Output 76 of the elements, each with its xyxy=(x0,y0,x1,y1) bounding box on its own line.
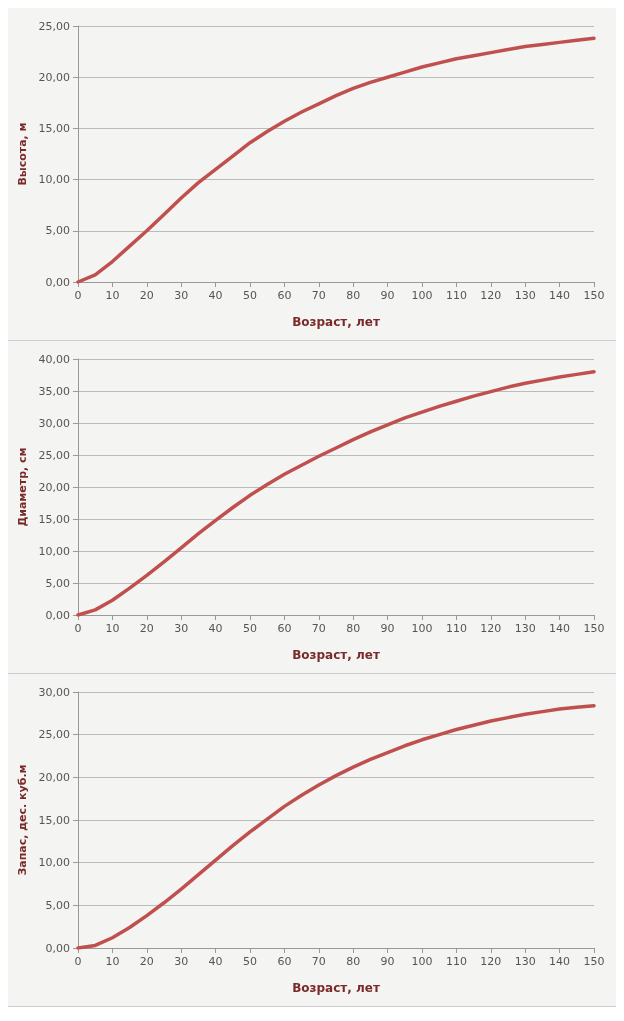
x-axis-title: Возраст, лет xyxy=(292,315,380,329)
y-tick-label: 20,00 xyxy=(38,770,70,784)
x-tick-label: 110 xyxy=(445,622,467,635)
x-tick-label: 60 xyxy=(277,955,292,968)
x-tick-label: 30 xyxy=(174,622,189,635)
x-tick-label: 150 xyxy=(583,955,605,968)
x-tick-label: 100 xyxy=(411,289,433,302)
x-tick-label: 50 xyxy=(243,955,257,968)
y-tick-label: 0,00 xyxy=(45,608,70,622)
y-tick-label: 5,00 xyxy=(45,898,70,912)
y-tick-label: 15,00 xyxy=(38,813,70,827)
x-tick-label: 150 xyxy=(583,622,605,635)
x-tick-label: 70 xyxy=(311,955,326,968)
x-tick-label: 20 xyxy=(139,955,154,968)
y-tick-label: 5,00 xyxy=(45,576,70,590)
y-axis-title: Высота, м xyxy=(15,122,29,186)
x-tick-label: 60 xyxy=(277,289,292,302)
x-tick-label: 40 xyxy=(208,622,223,635)
x-tick-label: 150 xyxy=(583,289,605,302)
y-tick-label: 15,00 xyxy=(38,512,70,526)
y-tick-label: 0,00 xyxy=(45,941,70,955)
x-tick-label: 130 xyxy=(514,622,536,635)
x-tick-label: 120 xyxy=(480,622,502,635)
x-tick-label: 0 xyxy=(74,289,82,302)
x-tick-label: 140 xyxy=(549,622,571,635)
x-tick-label: 120 xyxy=(480,955,502,968)
y-tick-label: 20,00 xyxy=(38,480,70,494)
y-tick-label: 5,00 xyxy=(45,224,70,238)
x-tick-label: 90 xyxy=(380,622,395,635)
y-axis-title: Диаметр, см xyxy=(15,447,29,527)
x-tick-label: 10 xyxy=(105,622,120,635)
y-tick-label: 25,00 xyxy=(38,728,70,742)
x-tick-label: 20 xyxy=(139,622,154,635)
y-tick-label: 35,00 xyxy=(38,384,70,398)
y-tick-label: 20,00 xyxy=(38,70,70,84)
y-tick-label: 0,00 xyxy=(45,275,70,289)
x-tick-label: 110 xyxy=(445,955,467,968)
y-tick-label: 10,00 xyxy=(38,544,70,558)
y-tick-label: 30,00 xyxy=(38,416,70,430)
y-tick-label: 40,00 xyxy=(38,352,70,366)
x-tick-label: 110 xyxy=(445,289,467,302)
x-tick-label: 140 xyxy=(549,955,571,968)
x-axis-title: Возраст, лет xyxy=(292,981,380,995)
x-tick-label: 60 xyxy=(277,622,292,635)
x-axis-title: Возраст, лет xyxy=(292,648,380,662)
x-tick-label: 80 xyxy=(346,289,361,302)
y-tick-label: 10,00 xyxy=(38,173,70,187)
x-tick-label: 80 xyxy=(346,622,361,635)
x-tick-label: 0 xyxy=(74,955,82,968)
x-tick-label: 10 xyxy=(105,289,120,302)
x-tick-label: 0 xyxy=(74,622,82,635)
x-tick-label: 40 xyxy=(208,955,223,968)
x-tick-label: 10 xyxy=(105,955,120,968)
x-tick-label: 80 xyxy=(346,955,361,968)
x-tick-label: 100 xyxy=(411,622,433,635)
y-tick-label: 25,00 xyxy=(38,19,70,33)
x-tick-label: 120 xyxy=(480,289,502,302)
x-tick-label: 30 xyxy=(174,289,189,302)
x-tick-label: 140 xyxy=(549,289,571,302)
x-tick-label: 70 xyxy=(311,622,326,635)
x-tick-label: 20 xyxy=(139,289,154,302)
y-tick-label: 15,00 xyxy=(38,121,70,135)
x-tick-label: 90 xyxy=(380,955,395,968)
x-tick-label: 100 xyxy=(411,955,433,968)
x-tick-label: 50 xyxy=(243,289,257,302)
y-tick-label: 30,00 xyxy=(38,685,70,699)
x-tick-label: 30 xyxy=(174,955,189,968)
x-tick-label: 70 xyxy=(311,289,326,302)
y-tick-label: 25,00 xyxy=(38,448,70,462)
x-tick-label: 130 xyxy=(514,955,536,968)
y-tick-label: 10,00 xyxy=(38,856,70,870)
x-tick-label: 130 xyxy=(514,289,536,302)
x-tick-label: 50 xyxy=(243,622,257,635)
x-tick-label: 40 xyxy=(208,289,223,302)
x-tick-label: 90 xyxy=(380,289,395,302)
y-axis-title: Запас, дес. куб.м xyxy=(15,764,29,876)
